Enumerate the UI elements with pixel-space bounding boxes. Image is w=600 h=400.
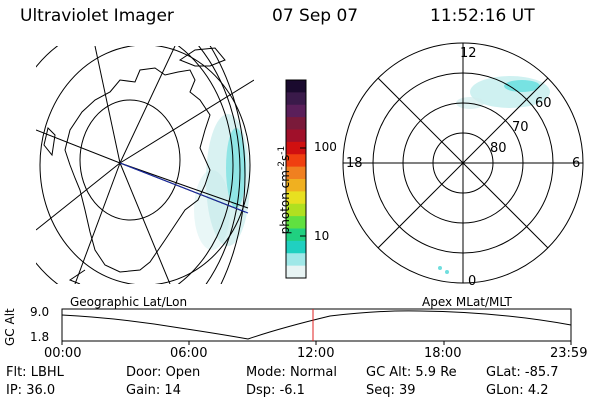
colorbar-tick-10: 10 [314,229,330,243]
alt-curve [61,310,572,340]
colorbar-segment [286,117,306,131]
mlt-label-6: 6 [572,156,581,171]
status-mode-value: Normal [289,365,337,380]
status-seq-value: 39 [399,383,416,398]
geographic-map [36,46,254,284]
status-dsp-value: -6.1 [279,383,305,398]
instrument-title: Ultraviolet Imager [20,6,174,26]
colorbar-tick-100: 100 [314,140,337,154]
meridians [36,46,254,284]
lat-label-70: 70 [512,120,529,135]
status-seq-key: Seq: [366,383,395,398]
unit-s: s [278,154,292,162]
alt-xtick-2: 12:00 [297,346,335,361]
status-gcalt-key: GC Alt: [366,365,412,380]
status-mode-key: Mode: [246,365,286,380]
status-glon: GLon: 4.2 [486,384,549,397]
polar-plot-label: Apex MLat/MLT [422,295,512,309]
alt-axis-label: GC Alt [3,308,17,346]
colorbar-segment [286,166,306,180]
lat-label-80: 80 [490,141,507,156]
alt-x-ticks [61,341,572,345]
polar-spokes [343,43,583,283]
alt-xtick-4: 23:59 [550,346,588,361]
time-label: 11:52:16 UT [430,6,535,26]
status-glat-key: GLat: [486,365,521,380]
status-glat-value: -85.7 [524,365,559,380]
status-flt: Flt: LBHL [6,366,64,379]
colorbar-segment [286,154,306,168]
status-glon-key: GLon: [486,383,524,398]
alt-plot-frame [61,308,572,342]
lat-label-60: 60 [535,96,552,111]
status-gcalt: GC Alt: 5.9 Re [366,366,457,379]
status-ip: IP: 36.0 [6,384,55,397]
status-door-key: Door: [126,365,162,380]
colorbar-segment [286,92,306,106]
status-seq: Seq: 39 [366,384,416,397]
altitude-plot [61,308,572,345]
colorbar-segment [286,228,306,242]
alt-ymin: 1.8 [30,330,50,344]
colorbar-segment [286,203,306,217]
date-label: 07 Sep 07 [272,6,359,26]
lat-circle-inner [79,99,181,221]
polar-plot [342,42,584,284]
colorbar-segment [286,104,306,118]
colorbar-segment [286,80,306,93]
unit-photon: photon cm [278,170,292,235]
status-door: Door: Open [126,366,200,379]
status-glat: GLat: -85.7 [486,366,559,379]
orbit-track [119,162,249,214]
status-ip-key: IP: [6,383,23,398]
alt-xtick-1: 06:00 [170,346,208,361]
colorbar-segment [286,253,306,267]
mlt-label-12: 12 [460,46,477,61]
status-mode: Mode: Normal [246,366,337,379]
alt-ymax: 9.0 [30,305,50,319]
status-flt-key: Flt: [6,365,27,380]
colorbar-segment [286,129,306,143]
earth-limb [39,46,251,284]
geo-map-label: Geographic Lat/Lon [70,295,188,309]
lat-circle-outer [36,46,234,284]
status-dsp-key: Dsp: [246,383,276,398]
status-ip-value: 36.0 [26,383,56,398]
colorbar-frame [285,79,307,279]
mlt-label-18: 18 [346,156,363,171]
colorbar-segment [286,141,306,155]
colorbar-segment [286,216,306,230]
colorbar-segment [286,179,306,192]
colorbar [285,79,307,279]
unit-cm-exp: -2 [277,161,287,171]
status-flt-value: LBHL [30,365,64,380]
unit-s-exp: -1 [277,145,287,155]
status-gcalt-value: 5.9 Re [415,365,457,380]
status-gain: Gain: 14 [126,384,181,397]
colorbar-unit-label: photon cm-2s-1 [266,112,292,242]
status-door-value: Open [165,365,201,380]
alt-xtick-3: 18:00 [424,346,462,361]
coastline [43,47,226,284]
colorbar-segment [286,191,306,205]
alt-xtick-0: 00:00 [44,346,82,361]
status-gain-value: 14 [164,383,181,398]
status-dsp: Dsp: -6.1 [246,384,305,397]
mlt-label-0: 0 [468,274,477,289]
status-glon-value: 4.2 [527,383,549,398]
status-gain-key: Gain: [126,383,161,398]
colorbar-ticks [300,147,306,237]
colorbar-segment [286,240,306,254]
colorbar-segment [286,265,306,279]
